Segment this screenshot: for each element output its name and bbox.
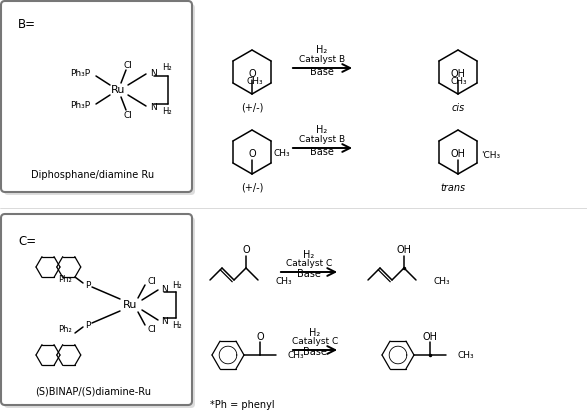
Text: CH₃: CH₃ (287, 352, 303, 360)
Text: (+/-): (+/-) (241, 103, 263, 113)
Text: Cl: Cl (123, 61, 133, 69)
Text: CH₃: CH₃ (247, 76, 264, 86)
Text: Cl: Cl (123, 110, 133, 120)
Text: (+/-): (+/-) (241, 183, 263, 193)
Text: Ru: Ru (123, 300, 137, 310)
Text: N: N (161, 316, 168, 326)
FancyBboxPatch shape (4, 4, 195, 195)
Text: Catalyst B: Catalyst B (299, 135, 345, 145)
Text: O: O (248, 69, 256, 79)
Text: CH₃: CH₃ (434, 278, 451, 286)
Text: trans: trans (440, 183, 465, 193)
Text: CH₃: CH₃ (276, 278, 293, 286)
Text: Catalyst C: Catalyst C (292, 337, 338, 347)
Text: H₂: H₂ (303, 250, 315, 260)
Text: Ph₃P: Ph₃P (70, 102, 90, 110)
Text: Diphosphane/diamine Ru: Diphosphane/diamine Ru (32, 170, 154, 180)
Text: O: O (256, 332, 264, 342)
Text: N: N (161, 285, 168, 293)
Text: H₂: H₂ (316, 45, 328, 55)
Text: Ru: Ru (111, 85, 125, 95)
Text: OH: OH (396, 245, 411, 255)
Text: Catalyst C: Catalyst C (286, 260, 332, 268)
Text: CH₃: CH₃ (451, 76, 468, 86)
Text: P: P (85, 280, 90, 290)
Text: B=: B= (18, 18, 36, 31)
Text: (S)BINAP/(S)diamine-Ru: (S)BINAP/(S)diamine-Ru (35, 387, 151, 397)
Text: Cl: Cl (148, 324, 157, 334)
Text: O: O (248, 149, 256, 159)
Text: Ph₂: Ph₂ (58, 275, 72, 285)
Text: Base: Base (297, 269, 321, 279)
Text: OH: OH (450, 69, 465, 79)
Text: H₂: H₂ (316, 125, 328, 135)
Text: H₂: H₂ (309, 328, 321, 338)
Text: H₂: H₂ (162, 107, 171, 117)
Text: Ph₃P: Ph₃P (70, 69, 90, 79)
Text: N: N (150, 69, 157, 77)
Text: N: N (150, 102, 157, 112)
Text: cis: cis (451, 103, 465, 113)
Text: P: P (85, 321, 90, 329)
Text: Ph₂: Ph₂ (58, 326, 72, 334)
Text: Cl: Cl (148, 276, 157, 285)
Text: OH: OH (423, 332, 437, 342)
Text: CH₃: CH₃ (273, 148, 289, 158)
Text: C=: C= (18, 235, 36, 248)
FancyBboxPatch shape (1, 214, 192, 405)
Text: 'CH₃: 'CH₃ (481, 150, 500, 160)
Text: O: O (242, 245, 250, 255)
Text: Base: Base (303, 347, 327, 357)
Text: OH: OH (450, 149, 465, 159)
Text: H₂: H₂ (162, 64, 171, 72)
Text: H₂: H₂ (172, 321, 181, 329)
Text: CH₃: CH₃ (457, 352, 474, 360)
Text: Base: Base (310, 147, 334, 157)
FancyBboxPatch shape (1, 1, 192, 192)
Text: Base: Base (310, 67, 334, 77)
Text: *Ph = phenyl: *Ph = phenyl (210, 400, 275, 410)
Text: Catalyst B: Catalyst B (299, 56, 345, 64)
Text: H₂: H₂ (172, 280, 181, 290)
FancyBboxPatch shape (4, 217, 195, 408)
